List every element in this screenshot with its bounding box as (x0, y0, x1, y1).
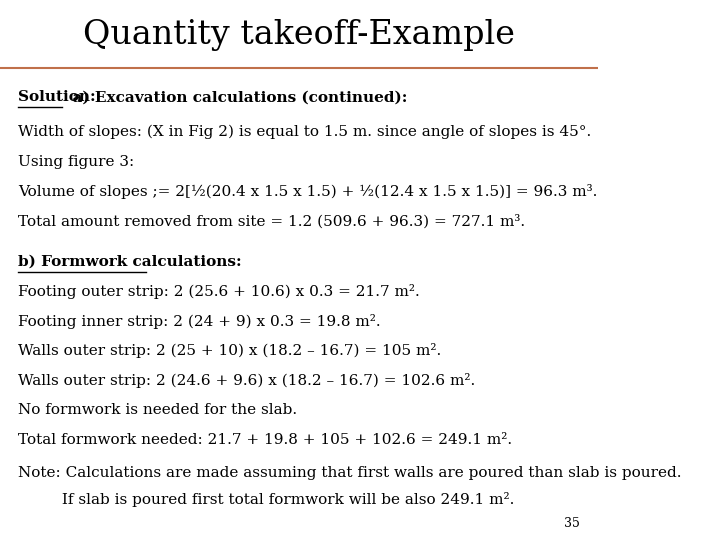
Text: Quantity takeoff-Example: Quantity takeoff-Example (83, 19, 515, 51)
Text: Footing outer strip: 2 (25.6 + 10.6) x 0.3 = 21.7 m².: Footing outer strip: 2 (25.6 + 10.6) x 0… (18, 284, 420, 299)
Text: Solution:: Solution: (18, 90, 96, 104)
Text: Width of slopes: (X in Fig 2) is equal to 1.5 m. since angle of slopes is 45°.: Width of slopes: (X in Fig 2) is equal t… (18, 125, 591, 139)
Text: Walls outer strip: 2 (24.6 + 9.6) x (18.2 – 16.7) = 102.6 m².: Walls outer strip: 2 (24.6 + 9.6) x (18.… (18, 373, 475, 388)
Text: Total amount removed from site = 1.2 (509.6 + 96.3) = 727.1 m³.: Total amount removed from site = 1.2 (50… (18, 214, 525, 228)
Text: No formwork is needed for the slab.: No formwork is needed for the slab. (18, 403, 297, 417)
Text: Volume of slopes ;= 2[½(20.4 x 1.5 x 1.5) + ½(12.4 x 1.5 x 1.5)] = 96.3 m³.: Volume of slopes ;= 2[½(20.4 x 1.5 x 1.5… (18, 184, 598, 199)
Text: b) Formwork calculations:: b) Formwork calculations: (18, 255, 241, 269)
Text: If slab is poured first total formwork will be also 249.1 m².: If slab is poured first total formwork w… (18, 492, 514, 507)
Text: Total formwork needed: 21.7 + 19.8 + 105 + 102.6 = 249.1 m².: Total formwork needed: 21.7 + 19.8 + 105… (18, 433, 512, 447)
Text: a) Excavation calculations (continued):: a) Excavation calculations (continued): (62, 90, 408, 104)
Text: Note: Calculations are made assuming that first walls are poured than slab is po: Note: Calculations are made assuming tha… (18, 465, 681, 480)
Text: 35: 35 (564, 517, 580, 530)
Text: Footing inner strip: 2 (24 + 9) x 0.3 = 19.8 m².: Footing inner strip: 2 (24 + 9) x 0.3 = … (18, 314, 381, 329)
Text: Using figure 3:: Using figure 3: (18, 155, 134, 169)
Text: Walls outer strip: 2 (25 + 10) x (18.2 – 16.7) = 105 m².: Walls outer strip: 2 (25 + 10) x (18.2 –… (18, 343, 441, 359)
